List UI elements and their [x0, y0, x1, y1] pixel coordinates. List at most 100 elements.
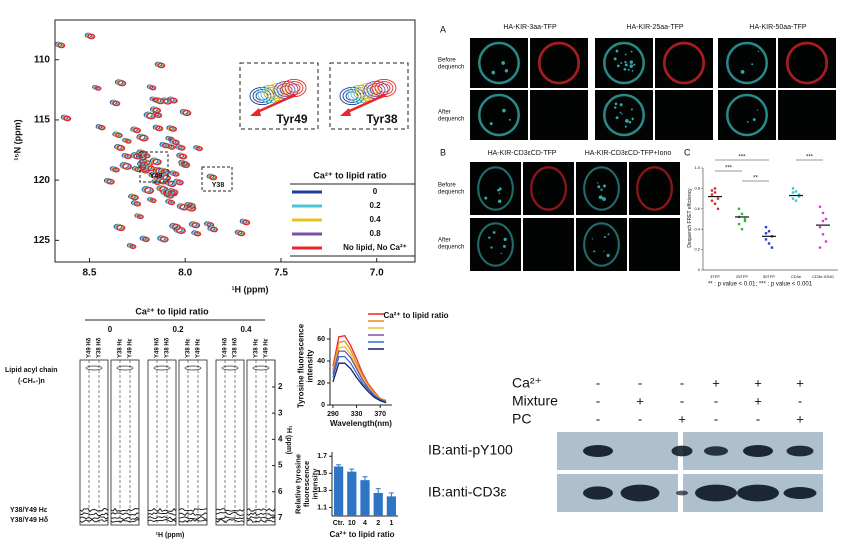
lane-sign: -: [638, 411, 642, 426]
image-title: HA-KIR-CD3εCD-TFP+Iono: [585, 150, 672, 157]
data-point: [791, 191, 795, 194]
group-label: 0.4: [240, 325, 252, 334]
lane-sign: +: [754, 375, 762, 390]
x-tick-label: 7.5: [274, 268, 288, 279]
inset-contour: [366, 83, 386, 97]
lane-sign: +: [678, 411, 686, 426]
x-tick-label: 3TFP: [710, 274, 720, 279]
row-label: Before dequench: [438, 57, 464, 70]
condition-label: PC: [512, 411, 531, 427]
panel-letter: B: [440, 147, 446, 157]
row-label: After dequench: [438, 237, 464, 250]
vesicle: [624, 60, 627, 64]
vesicle: [623, 67, 627, 71]
vesicle: [607, 233, 610, 236]
peak-contour: [112, 100, 121, 107]
diagonal-peak: [215, 508, 245, 512]
vesicle: [627, 68, 630, 71]
blot-band: [783, 487, 817, 499]
vesicle: [603, 250, 605, 252]
legend-title: Ca²⁺ to lipid ratio: [313, 170, 387, 180]
cell-outline: [785, 41, 829, 85]
image-title: HA-KIR-50aa-TFP: [749, 24, 807, 31]
peak-box: [201, 166, 233, 192]
y-tick-label: 5: [278, 461, 283, 470]
column-label: Y38 Hδ: [165, 337, 171, 358]
panel-letter: A: [440, 24, 446, 34]
diagonal-peak: [215, 519, 245, 523]
x-tick-label: Ctr.: [333, 520, 345, 527]
vesicle: [502, 244, 506, 248]
peak-contour: [142, 236, 150, 243]
x-tick-label: CD3e-IONO: [812, 274, 834, 279]
peak-contour: [187, 203, 196, 209]
x-tick-label: 4: [363, 520, 367, 527]
blot-band: [583, 486, 613, 500]
y-tick-label: 110: [34, 54, 51, 65]
cross-peak: [153, 365, 171, 371]
vesicle: [620, 62, 623, 64]
diagonal-peak: [79, 516, 109, 521]
vesicle: [508, 118, 511, 121]
strip-box: [79, 359, 109, 526]
vesicle: [614, 106, 617, 109]
data-point: [794, 190, 798, 193]
row-label: Y38/Y49 Hδ: [10, 517, 48, 524]
cell-outline: [477, 166, 514, 211]
diagonal-peak: [246, 519, 276, 523]
vesicle: [496, 189, 500, 192]
data-point: [743, 219, 747, 223]
peak-contour: [87, 33, 96, 40]
vesicle: [629, 64, 634, 68]
vesicle: [628, 120, 632, 124]
vesicle: [614, 102, 618, 106]
peak-contour: [182, 110, 192, 117]
y-tick-label: 1.0: [694, 165, 700, 170]
inset-contour: [377, 83, 391, 93]
y-axis-label: Dequench FRET efficiency: [687, 188, 693, 248]
lane-sign: -: [596, 393, 600, 408]
peak-contour: [144, 153, 151, 159]
diagonal-peak: [215, 516, 245, 520]
row-label: After dequench: [438, 109, 464, 122]
data-point: [710, 193, 714, 196]
x-tick-label: 10: [348, 520, 356, 527]
cross-peak: [184, 365, 202, 371]
spectrum-line: [332, 362, 387, 404]
peak-box: [139, 151, 169, 183]
diagonal-peak: [178, 512, 208, 517]
inset-label: Tyr49: [276, 112, 307, 126]
x-tick-label: 330: [351, 411, 363, 418]
lane-sign: +: [636, 393, 644, 408]
blot-band: [737, 484, 779, 502]
diagonal-peak: [246, 516, 276, 520]
vesicle: [593, 250, 596, 253]
data-point: [767, 230, 771, 233]
cell-outline: [583, 222, 620, 267]
peak-contour: [146, 112, 156, 120]
peak-contour: [147, 165, 156, 172]
peak-contour: [112, 167, 120, 173]
column-label: Y49 Hε: [128, 338, 134, 358]
vesicle: [624, 63, 628, 67]
diagonal-peak: [79, 512, 109, 516]
peak-contour: [172, 171, 180, 177]
peak-contour: [242, 219, 251, 226]
peak-contour: [107, 179, 115, 185]
vesicle: [740, 70, 745, 74]
vesicle: [490, 246, 493, 249]
data-point: [791, 197, 795, 200]
data-point: [818, 246, 822, 249]
y-tick-label: 3: [278, 408, 283, 417]
vesicle: [630, 50, 633, 53]
y-tick-label: 0.2: [694, 247, 700, 252]
column-label: Y38 Hε: [186, 338, 192, 358]
peak-contour: [135, 167, 142, 173]
vesicle: [624, 53, 627, 56]
y-tick-label: 20: [317, 380, 325, 387]
diagonal-peak: [79, 518, 109, 524]
y-axis-label: ¹⁵N (ppm): [12, 119, 22, 160]
lane-sign: +: [712, 375, 720, 390]
y-tick-label: 4: [278, 434, 283, 443]
peak-contour: [150, 198, 157, 203]
